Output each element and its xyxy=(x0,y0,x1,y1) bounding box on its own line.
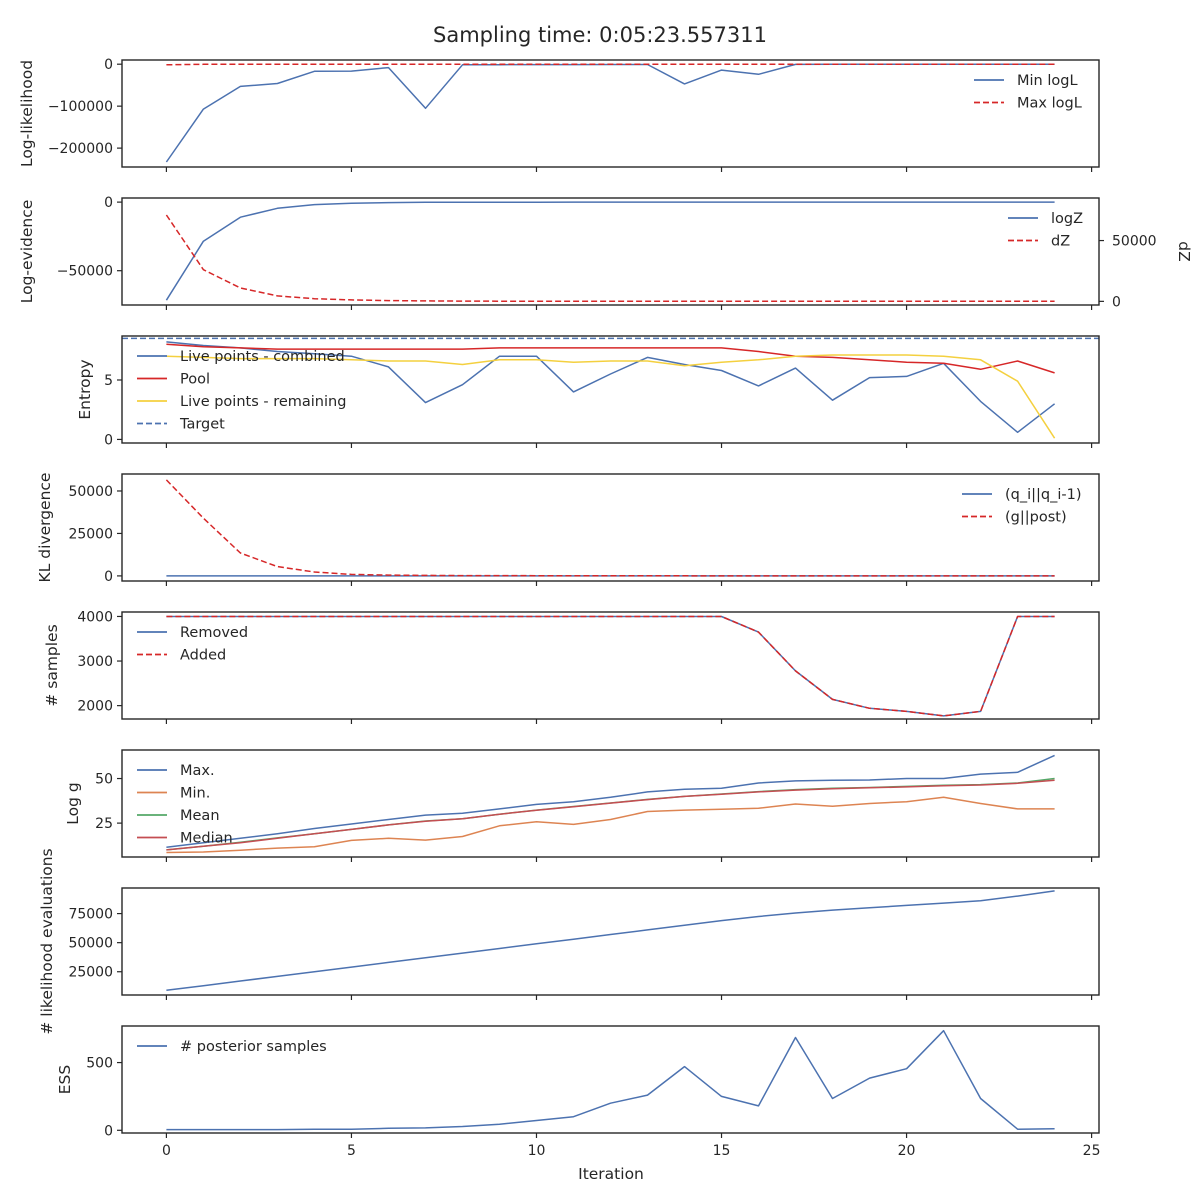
series-line-dz xyxy=(165,214,1055,303)
legend: Max. Min. Mean Median xyxy=(137,763,233,847)
series-line-pool xyxy=(166,343,1055,374)
legend: logZ dZ xyxy=(1008,211,1083,250)
panel-1: 0 −100000 −200000 Log-likelihood Min logL Max… xyxy=(18,57,1100,172)
figure-title: Sampling time: 0:05:23.557311 xyxy=(433,23,767,47)
legend-label: Max. xyxy=(180,763,215,779)
axes-frame xyxy=(121,611,1100,720)
panel-2: 0 −50000 0 50000 dZ Log-evidence logZ dZ xyxy=(18,195,1193,310)
y-tick-label: −100000 xyxy=(48,99,113,115)
y-tick-label: 0 xyxy=(104,432,113,448)
series-line-live-points-remaining xyxy=(166,354,1056,439)
legend-label: Live points - combined xyxy=(180,349,345,365)
legend-label: Added xyxy=(180,648,226,664)
y-tick-label: 0 xyxy=(104,1123,113,1139)
series-line-min-logl xyxy=(165,63,1055,163)
y-tick-label: 25 xyxy=(95,816,113,832)
y-tick-label: 50000 xyxy=(68,484,113,500)
legend: (q_i||q_i-1) (g||post) xyxy=(962,487,1082,526)
series-line-max- xyxy=(166,754,1055,848)
axes-frame xyxy=(121,749,1100,858)
y-axis-label: Log-evidence xyxy=(18,200,36,304)
y2-axis-label: dZ xyxy=(1175,241,1193,261)
panel-6: 25 50 Log g Max. Min. Mean Median xyxy=(64,749,1100,862)
y-axis-label: Entropy xyxy=(76,359,94,419)
y-axis-label: Log-likelihood xyxy=(18,60,36,167)
y-tick-label: 0 xyxy=(104,569,113,585)
legend: Min logL Max logL xyxy=(974,73,1082,112)
axes-frame xyxy=(121,1025,1100,1134)
y2-tick-label: 0 xyxy=(1112,294,1121,310)
axes-frame xyxy=(121,59,1100,168)
y-axis-label: KL divergence xyxy=(36,473,54,583)
series-line-median xyxy=(166,779,1055,851)
panels: 0 −100000 −200000 Log-likelihood Min logL Max… xyxy=(18,57,1193,1159)
y-axis-label: ESS xyxy=(56,1065,74,1094)
x-tick-label: 5 xyxy=(347,1143,356,1159)
x-tick-label: 25 xyxy=(1083,1143,1101,1159)
axes-frame xyxy=(121,197,1100,306)
y-tick-label: 25000 xyxy=(68,965,113,981)
series-line-added xyxy=(166,615,1055,717)
y-tick-label: 0 xyxy=(104,195,113,211)
legend-label: Live points - remaining xyxy=(180,394,346,410)
series-line--posterior-samples xyxy=(166,1029,1055,1131)
legend: Live points - combined Pool Live points - … xyxy=(137,349,346,433)
y-tick-label: 50000 xyxy=(68,936,113,952)
series-line-live-points-combined xyxy=(166,341,1056,434)
axes-frame xyxy=(121,473,1100,582)
legend-label: dZ xyxy=(1051,234,1070,250)
legend-label: Min. xyxy=(180,786,210,802)
legend-label: Median xyxy=(180,831,233,847)
legend-label: Removed xyxy=(180,625,248,641)
panel-5: 2000 3000 4000 # samples Removed Added xyxy=(43,609,1100,724)
y-axis-label: Log g xyxy=(64,782,82,824)
y-tick-label: 3000 xyxy=(77,654,113,670)
series-line-logz xyxy=(165,201,1055,301)
series-line--g-post- xyxy=(165,479,1055,577)
legend-label: Target xyxy=(179,417,225,433)
y-tick-label: 50 xyxy=(95,772,113,788)
axes-frame xyxy=(121,335,1100,444)
x-tick-label: 20 xyxy=(898,1143,916,1159)
x-tick-label: 15 xyxy=(713,1143,731,1159)
y-tick-label: 4000 xyxy=(77,609,113,625)
legend-label: Max logL xyxy=(1017,96,1082,112)
legend-label: logZ xyxy=(1051,211,1083,227)
legend-label: Mean xyxy=(180,808,220,824)
legend-label: Pool xyxy=(180,372,210,388)
legend-label: (g||post) xyxy=(1005,510,1067,526)
y-tick-label: 0 xyxy=(104,57,113,73)
series-line-panel-7 xyxy=(166,890,1055,992)
y-tick-label: 75000 xyxy=(68,907,113,923)
x-tick-label: 10 xyxy=(528,1143,546,1159)
y-tick-label: −200000 xyxy=(48,141,113,157)
panel-7: 25000 50000 75000 # likelihood evaluations xyxy=(38,848,1100,1035)
series-line-removed xyxy=(166,615,1055,717)
series-line-max-logl xyxy=(166,63,1055,66)
y-tick-label: −50000 xyxy=(57,264,113,280)
y2-tick-label: 50000 xyxy=(1112,234,1157,250)
legend: # posterior samples xyxy=(137,1039,327,1055)
legend-label: (q_i||q_i-1) xyxy=(1005,487,1082,503)
panel-4: 0 25000 50000 KL divergence (q_i||q_i-1) (g||… xyxy=(36,473,1100,586)
y-tick-label: 500 xyxy=(86,1056,113,1072)
axes-frame xyxy=(121,887,1100,996)
y-tick-label: 25000 xyxy=(68,526,113,542)
panel-8: 0 500 ESS 0 5 10 15 20 25 # posterior samples xyxy=(56,1025,1101,1159)
legend: Removed Added xyxy=(137,625,248,664)
y-axis-label: # likelihood evaluations xyxy=(38,848,56,1034)
legend-label: Min logL xyxy=(1017,73,1078,89)
y-tick-label: 2000 xyxy=(77,699,113,715)
x-axis-label: Iteration xyxy=(578,1165,644,1183)
x-tick-label: 0 xyxy=(162,1143,171,1159)
legend-label: # posterior samples xyxy=(180,1039,327,1055)
y-tick-label: 5 xyxy=(104,373,113,389)
y-axis-label: # samples xyxy=(43,624,61,706)
series-line-mean xyxy=(166,777,1055,851)
series-line-min- xyxy=(166,796,1055,854)
